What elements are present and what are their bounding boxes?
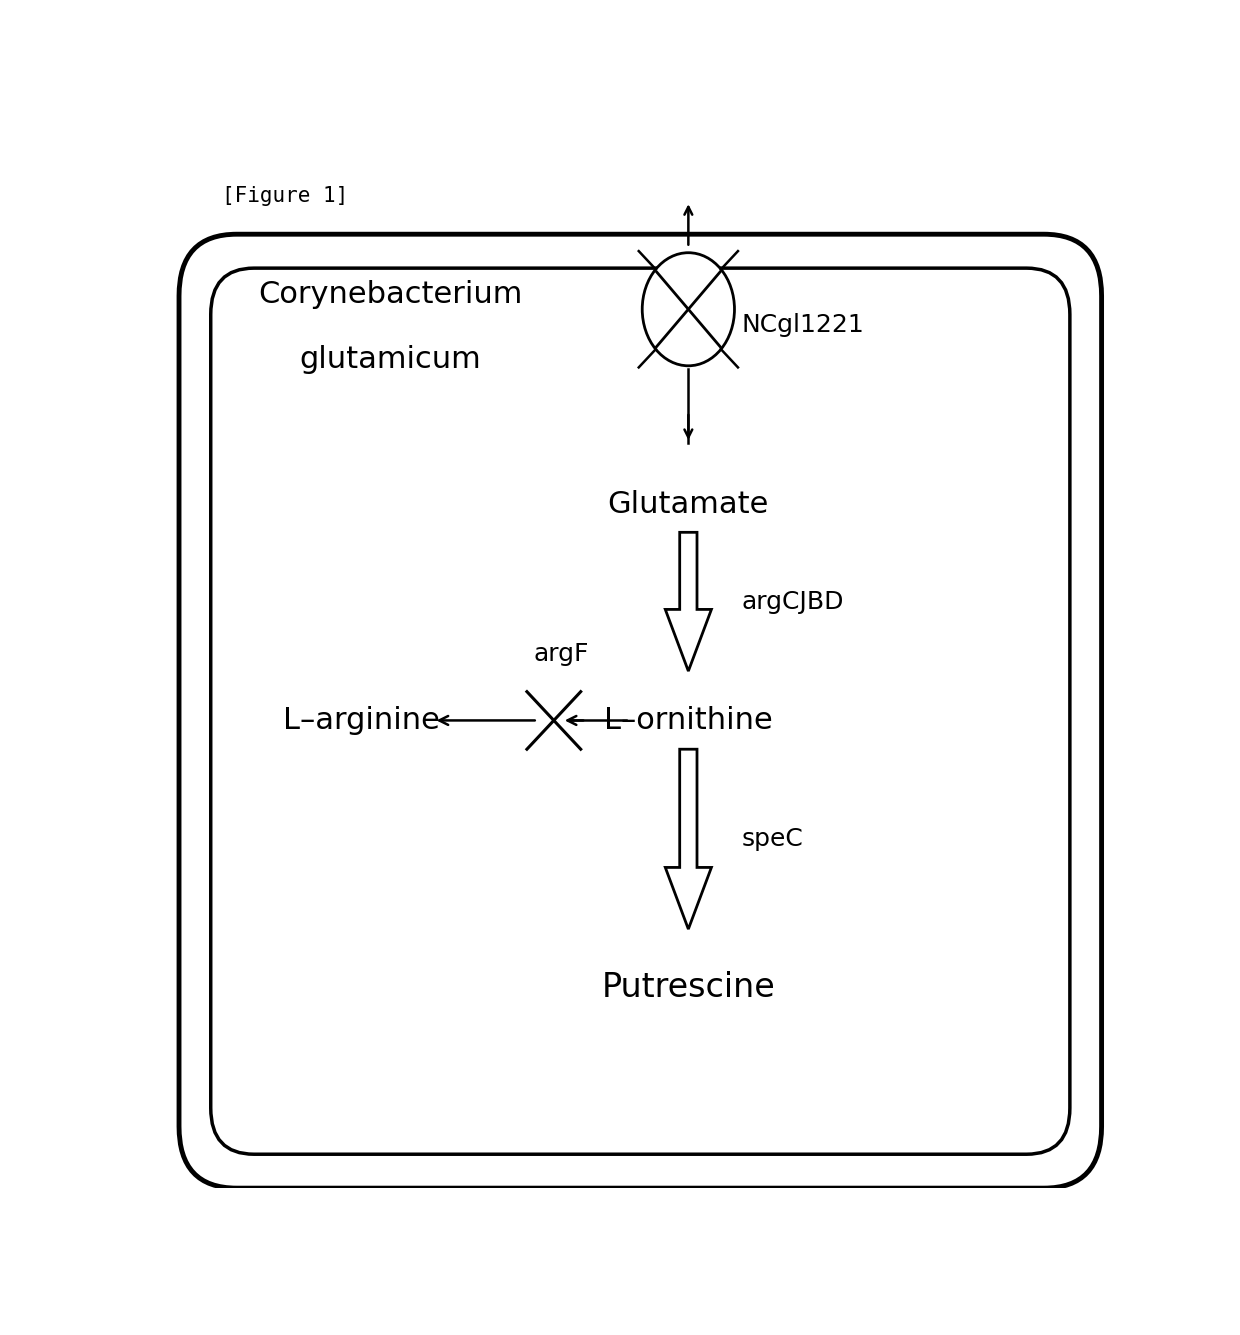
Text: Glutamate: Glutamate [608,490,769,519]
Text: argCJBD: argCJBD [742,590,843,614]
Text: L–arginine: L–arginine [283,706,440,736]
Text: glutamicum: glutamicum [300,346,481,374]
FancyArrow shape [666,533,712,672]
Text: [Figure 1]: [Figure 1] [222,186,348,206]
Text: argF: argF [533,642,589,666]
Text: Putrescine: Putrescine [601,971,775,1004]
Text: Corynebacterium: Corynebacterium [258,280,522,310]
FancyArrow shape [666,749,712,929]
Ellipse shape [642,252,734,366]
Text: L–ornithine: L–ornithine [604,706,773,736]
Text: speC: speC [742,828,804,852]
FancyBboxPatch shape [179,234,1101,1188]
Text: NCgl1221: NCgl1221 [742,312,864,336]
